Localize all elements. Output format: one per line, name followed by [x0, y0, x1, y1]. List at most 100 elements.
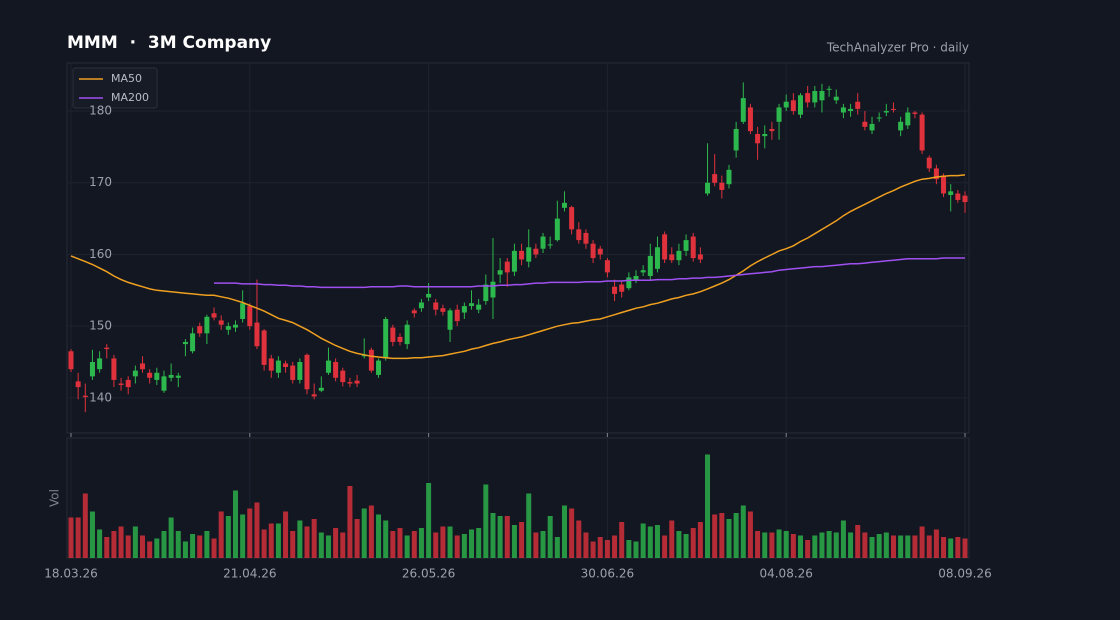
candle-body [82, 395, 88, 398]
volume-bar [297, 520, 303, 558]
candle-body [275, 360, 281, 373]
candle-body [426, 293, 432, 298]
candle-body [304, 354, 310, 390]
volume-bar [168, 517, 174, 558]
y-tick-label: 150 [89, 319, 112, 333]
volume-bar [919, 526, 925, 558]
price-panel [66, 62, 970, 434]
candle-body [483, 284, 489, 302]
candle-body [712, 174, 718, 183]
volume-bar [948, 538, 954, 558]
volume-bar [905, 535, 911, 558]
volume-bar [376, 514, 382, 558]
candle-body [461, 306, 467, 313]
volume-bar [404, 535, 410, 558]
volume-bar [211, 538, 217, 558]
volume-bar [125, 535, 131, 558]
candle-body [447, 310, 453, 330]
volume-bar [383, 520, 389, 558]
candle-body [340, 370, 346, 383]
candle-body [912, 112, 918, 114]
candle-body [519, 250, 525, 260]
volume-bar [519, 522, 525, 558]
candle-body [955, 193, 961, 200]
volume-bar [397, 528, 403, 558]
candle-body [869, 123, 875, 131]
volume-bar [705, 454, 711, 558]
volume-bar [576, 520, 582, 558]
volume-bar [232, 490, 238, 558]
volume-bar [454, 535, 460, 558]
candle-body [404, 324, 410, 345]
candle-body [755, 133, 761, 144]
volume-bar [890, 535, 896, 558]
candle-body [705, 182, 711, 194]
volume-bar [962, 538, 968, 558]
volume-bar [633, 541, 639, 558]
candle-body [476, 304, 482, 310]
legend-label: MA200 [111, 91, 149, 104]
volume-bar [819, 532, 825, 558]
volume-bar [361, 508, 367, 558]
volume-bar [590, 541, 596, 558]
volume-bar [261, 529, 267, 558]
volume-bar [154, 538, 160, 558]
volume-bar [554, 537, 560, 558]
candle-body [526, 247, 532, 262]
volume-bar [783, 531, 789, 558]
candle-body [783, 101, 789, 108]
volume-bar [540, 531, 546, 558]
volume-bar [82, 493, 88, 558]
volume-bar [268, 523, 274, 558]
volume-bar [311, 519, 317, 558]
volume-bar [569, 508, 575, 558]
volume-bar [368, 505, 374, 558]
x-tick-label: 26.05.26 [402, 567, 455, 581]
x-tick-label: 30.06.26 [581, 567, 634, 581]
candle-body [805, 93, 811, 103]
chart-title: MMM · 3M Company [67, 33, 271, 53]
candle-body [647, 255, 653, 276]
volume-bar [204, 531, 210, 558]
candle-body [933, 168, 939, 180]
candle-body [540, 236, 546, 249]
candle-body [354, 380, 360, 384]
candle-body [833, 96, 839, 101]
candle-body [826, 88, 832, 90]
volume-bar [132, 526, 138, 558]
candle-body [197, 326, 203, 334]
volume-bar [118, 526, 124, 558]
candle-body [633, 275, 639, 280]
volume-bar [862, 532, 868, 558]
candle-body [669, 254, 675, 261]
volume-bar [662, 535, 668, 558]
candle-body [740, 98, 746, 122]
candle-body [225, 326, 231, 330]
candle-body [168, 374, 174, 378]
volume-bar [833, 532, 839, 558]
candle-body [819, 90, 825, 101]
candle-body [190, 333, 196, 352]
volume-bar [733, 513, 739, 558]
candle-body [175, 375, 181, 378]
candle-body [376, 360, 382, 375]
candle-body [383, 318, 389, 359]
candle-body [497, 270, 503, 275]
candle-body [347, 382, 353, 384]
candle-body [511, 250, 517, 272]
volume-bar [697, 522, 703, 558]
volume-bar [340, 532, 346, 558]
candle-body [747, 107, 753, 132]
candle-body [204, 316, 210, 334]
volume-bar [433, 532, 439, 558]
candle-body [798, 95, 804, 115]
candle-body [762, 133, 768, 137]
candle-body [118, 383, 124, 385]
candle-body [626, 277, 632, 289]
volume-bar [826, 531, 832, 558]
candle-body [125, 379, 131, 388]
volume-bar [304, 526, 310, 558]
